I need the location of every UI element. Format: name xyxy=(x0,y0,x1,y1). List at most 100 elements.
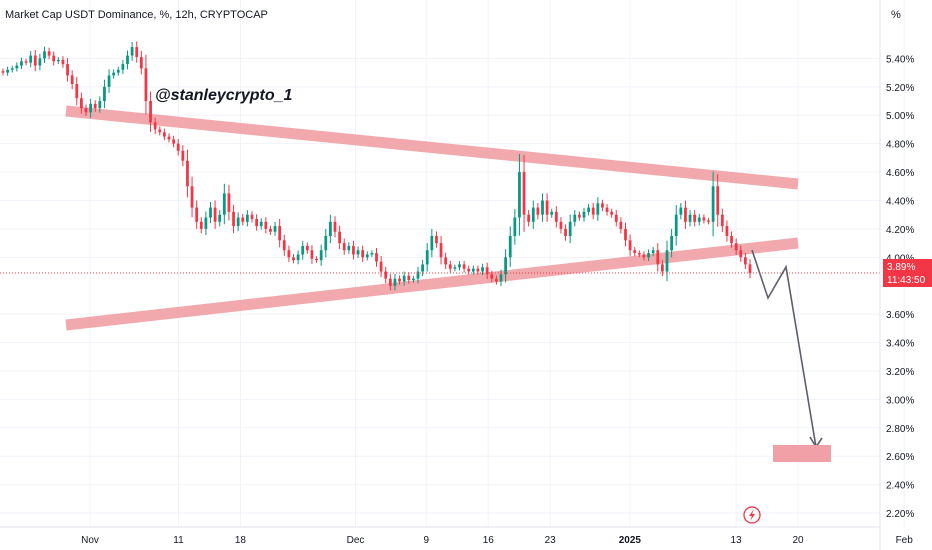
candle-body xyxy=(707,220,710,222)
candle-body xyxy=(176,143,180,151)
candle-body xyxy=(637,253,641,255)
candle-body xyxy=(370,253,374,255)
candle-body xyxy=(568,221,572,237)
candle-body xyxy=(167,136,171,140)
tradingview-logo[interactable] xyxy=(743,506,761,524)
candle-body xyxy=(103,86,106,102)
candle-body xyxy=(116,69,120,73)
x-tick-label: 11 xyxy=(173,535,184,546)
candle-body xyxy=(471,268,475,272)
x-tick-label: 9 xyxy=(424,535,430,546)
candle-body xyxy=(485,267,489,275)
candle-body xyxy=(453,267,457,269)
candle-body xyxy=(647,253,650,258)
candle-body xyxy=(656,250,660,265)
candle-body xyxy=(352,245,355,255)
candle-body xyxy=(716,186,720,215)
candle-body xyxy=(43,51,46,59)
candle-body xyxy=(550,211,554,215)
candle-body xyxy=(292,257,295,261)
candle-body xyxy=(448,264,452,269)
trendlines xyxy=(65,105,799,331)
candle-body xyxy=(610,211,614,215)
x-tick-label: Feb xyxy=(896,535,914,546)
candle-body xyxy=(250,214,254,219)
candle-body xyxy=(264,221,268,229)
candle-body xyxy=(47,51,51,56)
candle-body xyxy=(674,214,678,237)
candle-body xyxy=(651,250,655,254)
unit-label: % xyxy=(891,9,901,21)
candle-body xyxy=(80,98,83,109)
candle-body xyxy=(684,207,687,222)
candle-body xyxy=(748,264,752,273)
candle-body xyxy=(33,55,37,66)
candle-body xyxy=(204,217,208,229)
candle-body xyxy=(338,231,341,244)
candle-body xyxy=(347,245,351,251)
candle-body xyxy=(734,243,738,251)
y-tick-label: 2.60% xyxy=(886,452,914,463)
candle-body xyxy=(490,274,494,279)
candle-body xyxy=(98,101,102,109)
candle-body xyxy=(222,193,226,215)
grid xyxy=(0,0,905,527)
candle-body xyxy=(241,217,245,222)
last-price-box xyxy=(883,259,932,287)
candle-body xyxy=(269,228,272,232)
candle-body xyxy=(135,47,139,57)
candle-body xyxy=(329,221,332,237)
candle-body xyxy=(190,186,194,208)
candle-body xyxy=(702,217,706,221)
candle-body xyxy=(739,250,743,258)
candle-body xyxy=(421,264,424,272)
candle-body xyxy=(407,275,411,281)
candle-body xyxy=(559,221,563,229)
candle-body xyxy=(601,203,604,208)
candle-body xyxy=(38,58,42,66)
candle-body xyxy=(181,150,185,161)
candle-body xyxy=(467,268,471,272)
candle-body xyxy=(504,257,507,275)
overlays xyxy=(0,249,880,462)
candle-body xyxy=(744,257,747,265)
candle-body xyxy=(458,264,461,268)
candle-body xyxy=(186,160,189,187)
candle-body xyxy=(89,103,92,113)
candle-body xyxy=(20,61,23,66)
candle-body xyxy=(720,214,724,227)
x-tick-label: 16 xyxy=(483,535,495,546)
projection-arrow xyxy=(751,249,817,448)
candle-body xyxy=(388,278,392,286)
candle-body xyxy=(163,132,166,137)
candle-body xyxy=(661,264,664,272)
candle-body xyxy=(315,258,318,261)
candle-body xyxy=(75,83,79,99)
candle-body xyxy=(481,267,484,272)
candle-body xyxy=(522,172,526,215)
candle-body xyxy=(255,218,258,227)
candle-body xyxy=(412,278,415,281)
candle-body xyxy=(172,139,175,144)
candle-body xyxy=(296,254,300,261)
candle-body xyxy=(259,221,263,227)
y-tick-label: 4.60% xyxy=(886,168,914,179)
x-tick-label: Dec xyxy=(347,535,365,546)
candle-body xyxy=(578,214,581,218)
candle-body xyxy=(688,214,692,222)
candle-body xyxy=(573,214,577,222)
candle-body xyxy=(93,103,97,109)
x-tick-label: 2025 xyxy=(619,535,642,546)
candle-body xyxy=(213,207,217,222)
candle-body xyxy=(158,129,162,133)
candle-body xyxy=(462,264,466,269)
candle-body xyxy=(693,214,697,222)
candle-body xyxy=(508,236,512,258)
candle-body xyxy=(425,250,429,265)
candle-body xyxy=(153,122,157,130)
y-tick-label: 3.40% xyxy=(886,339,914,350)
candle-body xyxy=(531,207,535,222)
